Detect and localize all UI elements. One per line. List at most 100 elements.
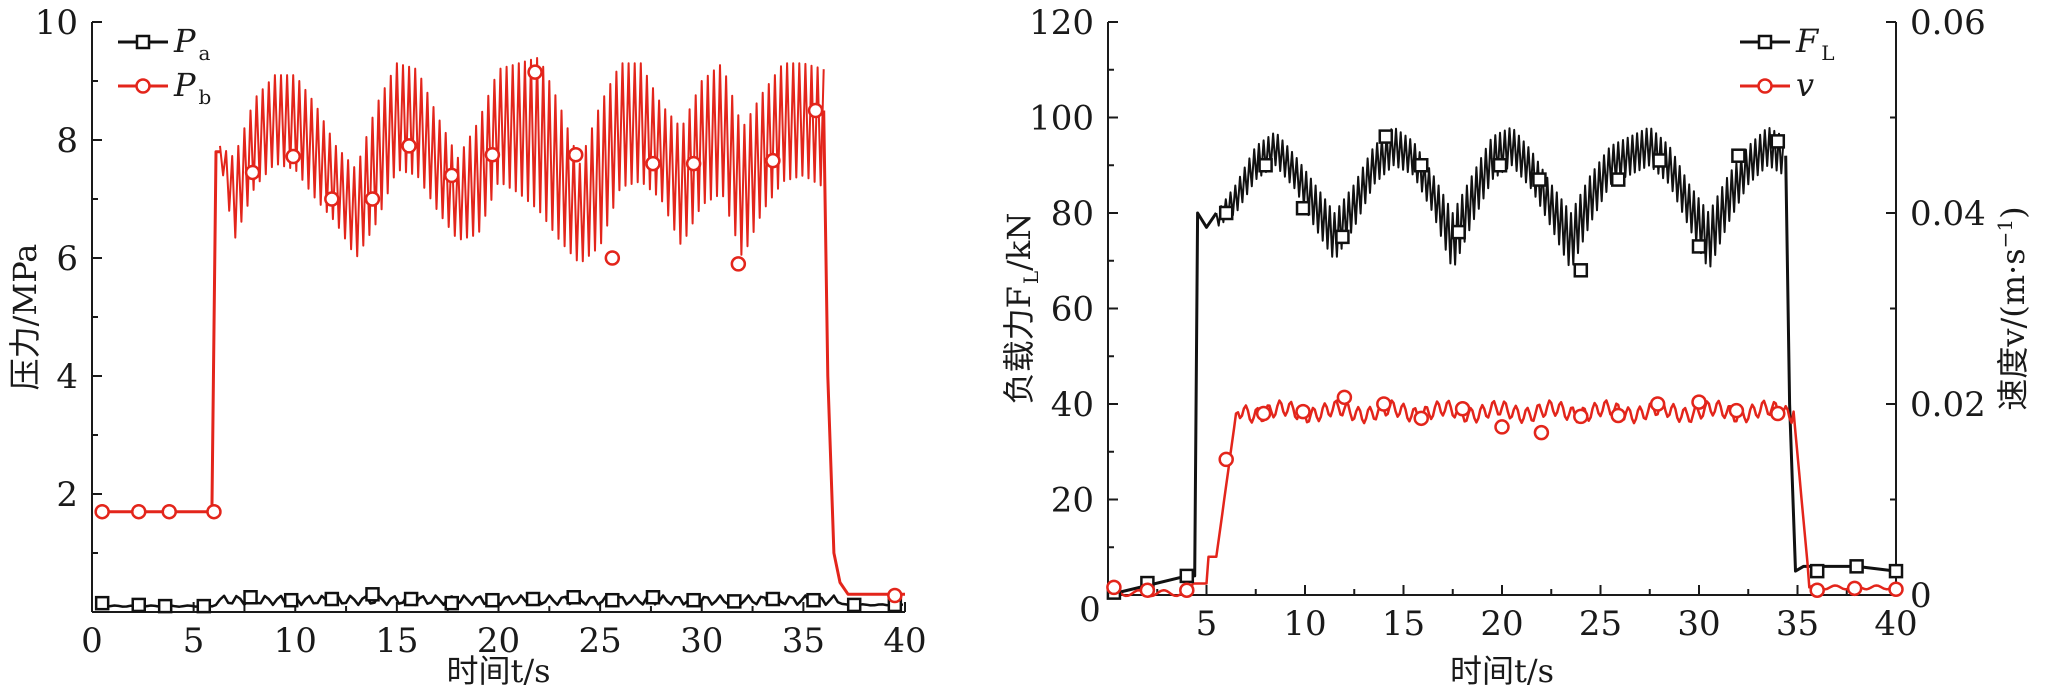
- legend-marker: [135, 78, 151, 94]
- series-fl-marker: [1573, 263, 1589, 278]
- y-axis-title: 压力/MPa: [6, 244, 44, 391]
- y-tick-label: 60: [1051, 290, 1094, 330]
- series-pa-marker: [485, 592, 500, 608]
- series-fl-marker: [1295, 200, 1311, 216]
- x-origin-label: 0: [1079, 590, 1101, 630]
- y2-tick-label: 0.02: [1910, 385, 1986, 425]
- y-tick-label: 2: [56, 475, 78, 515]
- series-pb-marker: [161, 503, 177, 520]
- series-v-marker: [1888, 581, 1904, 598]
- series-pb-marker: [244, 164, 261, 181]
- series-fl-marker: [1413, 158, 1429, 173]
- series-pa-marker: [806, 592, 821, 608]
- series-fl-marker: [1691, 239, 1707, 254]
- x-tick-label: 10: [274, 621, 317, 661]
- x-tick-label: 20: [477, 621, 520, 661]
- series-v-marker: [1649, 396, 1666, 412]
- series-pa-marker: [94, 595, 110, 611]
- x-tick-label: 10: [1283, 604, 1326, 644]
- series-pb-marker: [887, 587, 903, 604]
- series-fl-marker: [1849, 559, 1864, 574]
- legend-marker: [135, 34, 151, 50]
- legend-subscript: b: [199, 85, 212, 109]
- series-v-marker: [1376, 396, 1392, 412]
- legend-subscript: L: [1821, 41, 1834, 65]
- series-pa-marker: [686, 592, 701, 608]
- series-fl-marker: [1532, 172, 1547, 187]
- legend-entry-v: v: [1740, 66, 1814, 104]
- y2-tick-label: 0.06: [1910, 3, 1986, 43]
- y2-axis-title: 速度v/(m·s−1): [1993, 206, 2032, 410]
- series-v-line: [1107, 399, 1895, 598]
- series-v-marker: [1295, 403, 1311, 420]
- x-tick-label: 20: [1480, 604, 1523, 644]
- series-pb-marker: [484, 147, 501, 163]
- series-fl-marker: [1652, 153, 1667, 168]
- x-tick-label: 40: [883, 621, 926, 661]
- series-fl-marker: [1731, 148, 1746, 163]
- y2-axis-title-tail: ): [1994, 206, 2032, 218]
- series-fl-marker: [1888, 563, 1904, 579]
- series-v-marker: [1106, 579, 1122, 596]
- series-pb-marker: [527, 64, 543, 80]
- series-v-marker: [1533, 424, 1550, 441]
- series-v-marker: [1691, 394, 1707, 410]
- series-v-marker: [1218, 451, 1234, 468]
- series-fl-marker: [1770, 134, 1786, 149]
- x-tick-label: 5: [1196, 604, 1218, 644]
- series-fl-marker: [1335, 229, 1350, 245]
- series-v-marker: [1179, 582, 1195, 598]
- x-tick-label: 15: [375, 621, 418, 661]
- series-fl-oscillation: [1215, 127, 1785, 268]
- series-pb-oscillation: [219, 57, 825, 263]
- series-fl-marker: [1610, 172, 1626, 187]
- x-tick-label: 5: [183, 621, 205, 661]
- series-v-marker: [1846, 580, 1863, 597]
- series-pa-marker: [365, 587, 380, 602]
- y-tick-label: 8: [56, 121, 78, 161]
- series-pb-marker: [807, 102, 824, 119]
- series-v-marker: [1610, 407, 1626, 424]
- y-tick-label: 10: [35, 3, 78, 43]
- series-fl-marker: [1492, 158, 1508, 173]
- legend-marker: [1757, 34, 1773, 50]
- x-tick-label: 35: [1776, 604, 1819, 644]
- y-tick-label: 4: [56, 357, 78, 397]
- series-v-marker: [1494, 419, 1510, 435]
- x-tick-label: 25: [578, 621, 621, 661]
- series-fl-marker: [1451, 224, 1466, 240]
- series-pb-tail: [822, 110, 905, 596]
- series-v-marker: [1255, 405, 1272, 422]
- series-pb-marker: [604, 250, 621, 266]
- series-pa-marker: [243, 590, 258, 605]
- series-pa-marker: [846, 597, 862, 613]
- series-pa-marker: [283, 592, 299, 608]
- series-pb-marker: [206, 503, 222, 520]
- legend-subscript: a: [199, 41, 211, 65]
- x-tick-label: 40: [1874, 604, 1917, 644]
- series-fl-marker: [1809, 563, 1825, 579]
- series-pa-marker: [131, 597, 146, 613]
- series-fl-marker: [1218, 205, 1234, 221]
- y-tick-label: 80: [1051, 194, 1094, 234]
- x-tick-label: 35: [782, 621, 825, 661]
- series-pa-marker: [566, 590, 581, 605]
- series-v-marker: [1413, 410, 1429, 427]
- legend-label: v: [1796, 66, 1814, 104]
- x-tick-label: 25: [1579, 604, 1622, 644]
- series-v-marker: [1336, 389, 1353, 406]
- legend-marker: [1757, 78, 1773, 94]
- series-pb-marker: [765, 152, 781, 169]
- series-pb-line: [102, 150, 220, 514]
- series-pa-marker: [403, 591, 419, 607]
- x-axis-title: 时间t/s: [1450, 652, 1554, 690]
- y-axis-title: 负载力FL/kN: [1000, 213, 1043, 405]
- y-tick-label: 120: [1029, 3, 1094, 43]
- series-pb-marker: [324, 191, 340, 207]
